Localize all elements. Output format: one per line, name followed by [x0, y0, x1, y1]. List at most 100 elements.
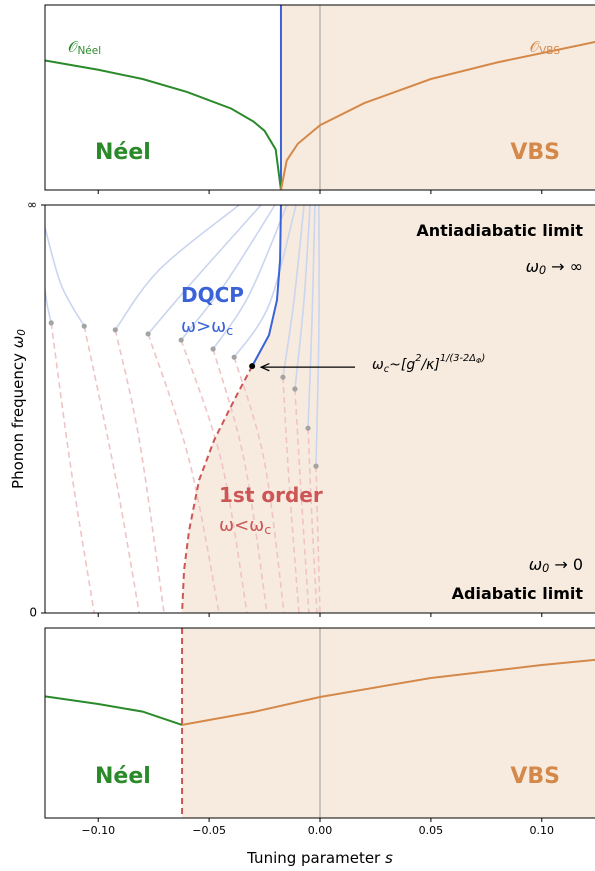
- text-part: Antiadiabatic limit: [416, 221, 583, 240]
- text-part: Néel: [95, 140, 151, 165]
- faint-curve: [307, 205, 316, 429]
- label: VBS: [510, 140, 560, 165]
- text-part: c: [264, 522, 271, 537]
- frame: [44, 4, 595, 191]
- faint-curve: [114, 205, 240, 331]
- text-part: c: [384, 364, 390, 375]
- label: 1st order: [219, 483, 323, 507]
- label: DQCP: [181, 283, 244, 307]
- text-part: 0: [16, 329, 28, 336]
- faint-curve-dashed: [282, 377, 300, 613]
- text-part: → ∞: [546, 257, 583, 276]
- text-part: Tuning parameter: [246, 849, 385, 867]
- text-part: Néel: [95, 764, 151, 789]
- curve: [181, 658, 595, 726]
- label: Néel: [95, 140, 151, 165]
- text-part: 0: [542, 562, 549, 575]
- vbs-region: [182, 628, 595, 818]
- vbs-region: [280, 5, 595, 190]
- faint-curve: [282, 205, 305, 378]
- label: Phonon frequency ω0: [9, 329, 29, 489]
- text-part: ω: [372, 357, 384, 373]
- dot: [81, 323, 87, 329]
- faint-curve-dashed: [83, 326, 141, 613]
- faint-curve: [233, 205, 297, 358]
- text-part: ω: [529, 555, 542, 574]
- faint-curve: [294, 205, 311, 390]
- text-part: /κ]: [419, 357, 439, 373]
- vbs-region: [182, 205, 595, 613]
- text-part: Néel: [77, 45, 101, 57]
- curve: [279, 41, 595, 190]
- text-part: ~[g: [389, 357, 415, 373]
- text-part: ω: [9, 336, 27, 349]
- text-part: ω: [526, 257, 539, 276]
- curve: [45, 59, 282, 190]
- dot: [305, 425, 311, 431]
- text-part: Φ: [476, 357, 482, 365]
- label: ωc~[g2/κ]1/(3-2ΔΦ): [372, 353, 485, 375]
- frame: [44, 204, 595, 614]
- label: 𝒪Néel: [68, 38, 101, 58]
- faint-curve: [315, 205, 320, 467]
- text-part: → 0: [549, 555, 583, 574]
- label: 𝒪VBS: [530, 38, 561, 58]
- text-part: DQCP: [181, 283, 244, 307]
- faint-curve-dashed: [212, 348, 268, 613]
- text-part: 0: [539, 264, 546, 277]
- dot: [112, 327, 118, 333]
- label: ω0 → ∞: [526, 257, 583, 278]
- dot: [210, 346, 216, 352]
- text-part: ω<ω: [219, 515, 264, 536]
- label: ω>ωc: [181, 316, 233, 338]
- faint-curve-dashed: [315, 466, 321, 613]
- text-part: VBS: [539, 45, 560, 57]
- label: Tuning parameter s: [246, 849, 393, 867]
- x-tick-label: −0.10: [81, 824, 115, 837]
- panel: [45, 5, 595, 190]
- faint-curve-dashed: [294, 388, 310, 613]
- y-tick-label: 0: [29, 606, 37, 620]
- faint-curve-dashed: [114, 329, 165, 613]
- faint-curve: [45, 284, 52, 324]
- x-tick-label: −0.05: [192, 824, 226, 837]
- text-part: VBS: [510, 140, 560, 165]
- curve: [251, 205, 282, 367]
- text-part: ): [480, 353, 485, 364]
- dot: [231, 354, 237, 360]
- panel: [45, 628, 595, 818]
- dot: [48, 320, 54, 326]
- dot: [292, 386, 298, 392]
- text-part: VBS: [510, 764, 560, 789]
- faint-curve-dashed: [50, 322, 96, 613]
- text-part: Adiabatic limit: [452, 584, 584, 603]
- faint-curve-dashed: [147, 333, 220, 613]
- text-part: c: [226, 323, 233, 338]
- text-part: 1/(3-2Δ: [440, 353, 476, 364]
- text-part: 1st order: [219, 483, 323, 507]
- label: Adiabatic limit: [452, 584, 584, 603]
- faint-curve: [45, 224, 85, 327]
- label: ω0 → 0: [529, 555, 583, 576]
- panel: [45, 205, 595, 613]
- dot: [313, 463, 319, 469]
- faint-curve: [180, 205, 276, 341]
- dot: [280, 374, 286, 380]
- text-part: ω>ω: [181, 316, 226, 337]
- faint-curve: [147, 205, 262, 335]
- text-part: 𝒪: [68, 38, 79, 56]
- text-part: Phonon frequency: [9, 348, 27, 489]
- faint-curve-dashed: [180, 339, 248, 613]
- text-part: 𝒪: [530, 38, 541, 56]
- label: VBS: [510, 764, 560, 789]
- label: ω<ωc: [219, 515, 271, 537]
- dot: [178, 337, 184, 343]
- dot: [145, 331, 151, 337]
- x-tick-label: 0.00: [308, 824, 333, 837]
- faint-curve-dashed: [307, 428, 318, 613]
- curve: [181, 365, 254, 613]
- faint-curve: [212, 205, 288, 350]
- x-tick-label: 0.10: [530, 824, 555, 837]
- critical-point: [249, 363, 256, 370]
